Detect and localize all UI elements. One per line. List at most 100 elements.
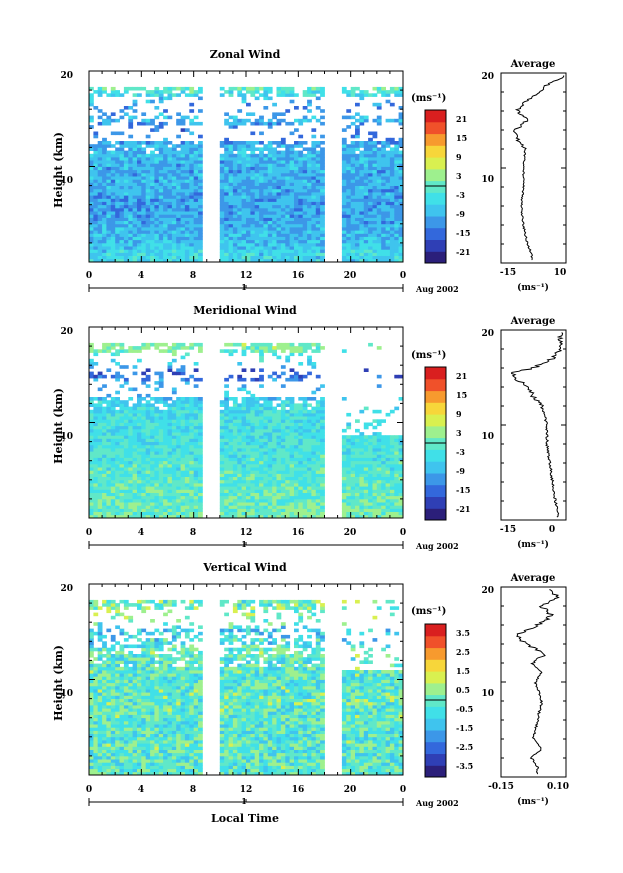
heatmap-cell [267, 397, 273, 401]
heatmap-cell [158, 93, 164, 97]
heatmap-cell [158, 498, 164, 503]
heatmap-cell [246, 198, 251, 202]
heatmap-cell [267, 195, 273, 199]
heatmap-cell [285, 358, 291, 363]
heatmap-cell [176, 86, 181, 91]
heatmap-cell [193, 397, 199, 401]
heatmap-cell [171, 211, 177, 215]
heatmap-cell [184, 163, 190, 167]
heatmap-cell [128, 144, 134, 148]
heatmap-cell [250, 498, 256, 503]
heatmap-cell [246, 511, 251, 516]
heatmap-cell [163, 463, 168, 468]
heatmap-cell [320, 163, 325, 167]
heatmap-cell [298, 438, 304, 442]
heatmap-cell [398, 217, 404, 221]
heatmap-cell [128, 258, 134, 263]
heatmap-cell [246, 166, 251, 171]
heatmap-cell [302, 441, 308, 446]
heatmap-cell [302, 176, 308, 180]
heatmap-cell [102, 425, 107, 430]
heatmap-cell [102, 207, 107, 212]
heatmap-cell [110, 258, 116, 263]
heatmap-cell [368, 242, 373, 247]
heatmap-cell [272, 409, 277, 414]
heatmap-cell [368, 207, 373, 212]
heatmap-cell [189, 502, 195, 506]
heatmap-cell [272, 502, 277, 506]
heatmap-cell [132, 451, 138, 455]
heatmap-cell [193, 207, 199, 212]
heatmap-cell [246, 147, 251, 151]
heatmap-cell [154, 246, 160, 250]
heatmap-cell [158, 371, 164, 376]
heatmap-cell [389, 258, 395, 263]
heatmap-cell [394, 90, 400, 94]
heatmap-cell [280, 179, 286, 183]
heatmap-cell [307, 86, 312, 91]
heatmap-cell [198, 223, 203, 228]
heatmap-cell [294, 483, 299, 487]
heatmap-cell [246, 258, 251, 263]
heatmap-cell [193, 236, 199, 241]
heatmap-cell [272, 166, 277, 171]
heatmap-cell [163, 511, 168, 516]
heatmap-cell [154, 115, 160, 120]
heatmap-cell [189, 448, 195, 452]
heatmap-cell [89, 397, 94, 401]
heatmap-cell [137, 153, 142, 158]
heatmap-cell [307, 371, 312, 376]
heatmap-cell [193, 233, 199, 237]
heatmap-cell [158, 409, 164, 414]
heatmap-cell [89, 214, 94, 218]
heatmap-cell [167, 346, 173, 350]
heatmap-cell [307, 172, 312, 177]
heatmap-cell [289, 188, 295, 193]
heatmap-cell [276, 176, 282, 180]
heatmap-cell [110, 448, 116, 452]
heatmap-cell [228, 147, 234, 151]
heatmap-cell [193, 483, 199, 487]
heatmap-cell [102, 342, 107, 347]
heatmap-cell [272, 201, 277, 206]
heatmap-cell [106, 498, 112, 503]
heatmap-cell [363, 198, 369, 202]
heatmap-cell [154, 460, 160, 465]
heatmap-cell [341, 220, 347, 225]
heatmap-cell [119, 249, 125, 253]
heatmap-cell [276, 467, 282, 471]
heatmap-cell [128, 425, 134, 430]
heatmap-cell [315, 217, 321, 221]
heatmap-cell [145, 511, 151, 516]
heatmap-cell [150, 514, 155, 519]
heatmap-cell [89, 438, 94, 442]
heatmap-cell [89, 230, 94, 234]
heatmap-cell [89, 156, 94, 161]
heatmap-cell [171, 346, 177, 350]
heatmap-cell [158, 163, 164, 167]
heatmap-cell [189, 172, 195, 177]
heatmap-cell [232, 121, 238, 126]
heatmap-cell [302, 448, 308, 452]
heatmap-cell [115, 179, 120, 183]
heatmap-cell [154, 176, 160, 180]
heatmap-cell [145, 432, 151, 436]
heatmap-cell [167, 428, 173, 433]
heatmap-cell [171, 236, 177, 241]
heatmap-cell [193, 444, 199, 449]
heatmap-cell [311, 448, 317, 452]
heatmap-cell [294, 242, 299, 247]
heatmap-cell [171, 441, 177, 446]
heatmap-cell [150, 444, 155, 449]
heatmap-cell [110, 502, 116, 506]
heatmap-cell [298, 441, 304, 446]
heatmap-cell [398, 153, 404, 158]
heatmap-cell [193, 422, 199, 427]
heatmap-cell [341, 169, 347, 174]
heatmap-cell [150, 435, 155, 439]
heatmap-cell [115, 483, 120, 487]
heatmap-cell [137, 230, 142, 234]
heatmap-cell [102, 246, 107, 250]
heatmap-cell [106, 432, 112, 436]
heatmap-cell [372, 233, 378, 237]
